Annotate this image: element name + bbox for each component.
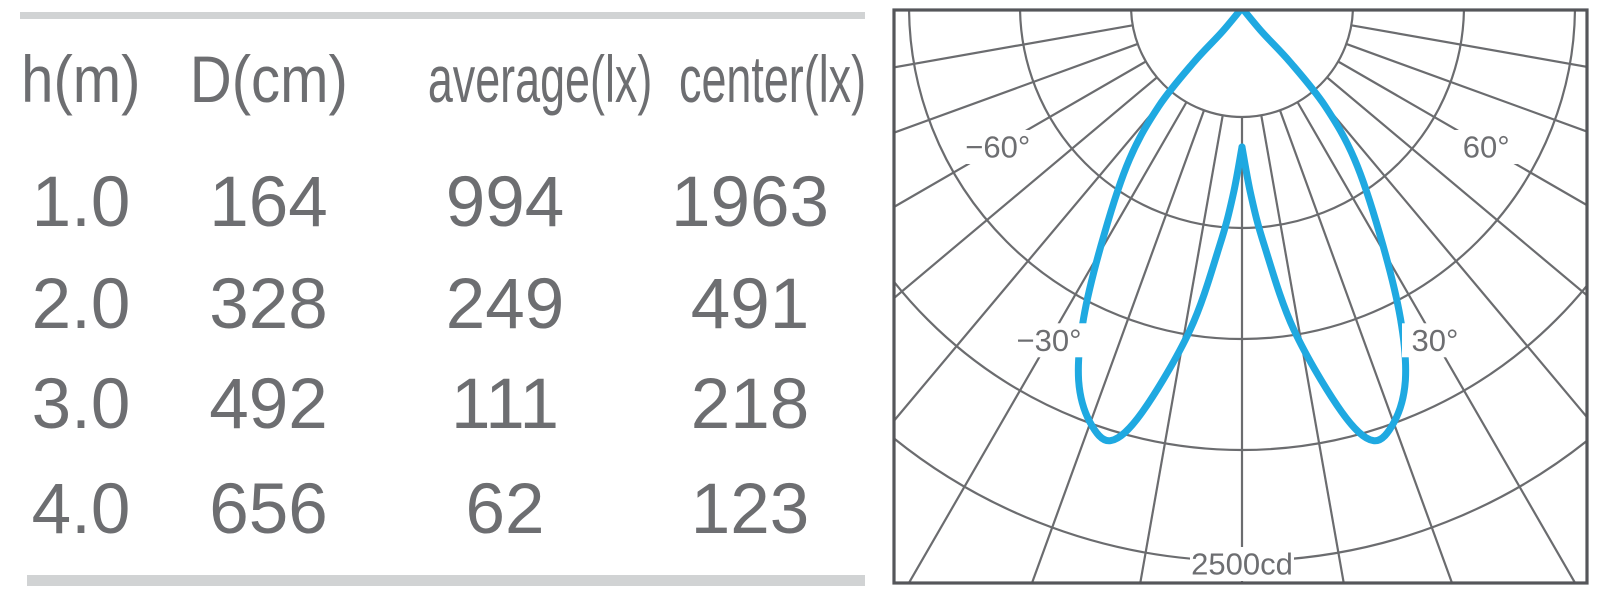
candela-ring — [894, 436, 1587, 562]
table-row: 1.0 164 994 1963 — [0, 167, 865, 238]
angle-grid-line — [1337, 60, 1587, 207]
ring-value-label-bg — [1190, 547, 1294, 581]
cell-average-lux: 111 — [451, 365, 559, 444]
table-row: 2.0 328 249 491 — [0, 269, 865, 340]
col-header-average-lux: average(lx) — [427, 42, 653, 116]
intensity-curve — [1074, 10, 1246, 445]
angle-grid-line — [894, 42, 1139, 134]
illuminance-table: h(m) D(cm) average(lx) center(lx) 1.0 16… — [0, 42, 867, 545]
angle-label: 30° — [1412, 323, 1459, 358]
cell-height: 2.0 — [31, 265, 131, 344]
angle-grid-line — [1326, 76, 1587, 297]
cell-diameter: 492 — [209, 365, 328, 444]
angle-grid-line — [894, 24, 1133, 69]
angle-grid-line — [1351, 24, 1587, 68]
top-divider-bar — [20, 12, 865, 19]
cell-average-lux: 249 — [445, 265, 565, 344]
cell-height: 3.0 — [31, 365, 131, 444]
cell-height: 1.0 — [31, 163, 131, 242]
angle-grid-line — [894, 60, 1147, 209]
cell-diameter: 656 — [209, 470, 328, 549]
table-row: 3.0 492 111 218 — [0, 369, 865, 440]
angle-label-bg — [1453, 130, 1520, 164]
cell-height: 4.0 — [31, 470, 131, 549]
angle-grid-line — [1139, 115, 1224, 583]
intensity-curve — [1238, 10, 1410, 445]
cell-diameter: 164 — [209, 163, 328, 242]
polar-grid: −60° −30° 30° 60° 2500cd — [894, 10, 1587, 583]
angle-label-bg — [1007, 323, 1091, 358]
angle-grid-line — [894, 90, 1172, 423]
angle-grid-line — [1030, 109, 1206, 583]
cell-center-lux: 1963 — [671, 163, 829, 242]
angle-grid-line — [1345, 42, 1587, 133]
cell-diameter: 328 — [209, 265, 328, 344]
angle-label: 60° — [1463, 130, 1510, 165]
bottom-divider-bar — [27, 575, 865, 586]
cell-center-lux: 218 — [690, 365, 810, 444]
col-header-center-lux: center(lx) — [679, 42, 867, 116]
ring-value-label: 2500cd — [1191, 547, 1293, 582]
angle-grid-line — [894, 76, 1158, 300]
table-header-row: h(m) D(cm) average(lx) center(lx) — [0, 42, 867, 116]
cell-center-lux: 123 — [690, 470, 810, 549]
cell-center-lux: 491 — [690, 265, 810, 344]
col-header-diameter: D(cm) — [189, 42, 348, 116]
candela-ring — [894, 279, 1587, 451]
angle-grid-line — [907, 101, 1188, 583]
cell-average-lux: 994 — [445, 163, 565, 242]
table-row: 4.0 656 62 123 — [0, 474, 865, 545]
angle-grid-line — [1296, 101, 1577, 583]
angle-grid-line — [1312, 90, 1587, 419]
chart-border — [892, 8, 1589, 585]
angle-label: −30° — [1017, 323, 1082, 358]
angle-label-bg — [1402, 323, 1468, 358]
angle-grid-line — [1260, 115, 1345, 583]
cell-average-lux: 62 — [465, 470, 545, 549]
angle-label: −60° — [965, 130, 1030, 165]
angle-grid-line — [1278, 109, 1454, 583]
angle-label-bg — [955, 130, 1040, 164]
col-header-height: h(m) — [21, 42, 141, 116]
